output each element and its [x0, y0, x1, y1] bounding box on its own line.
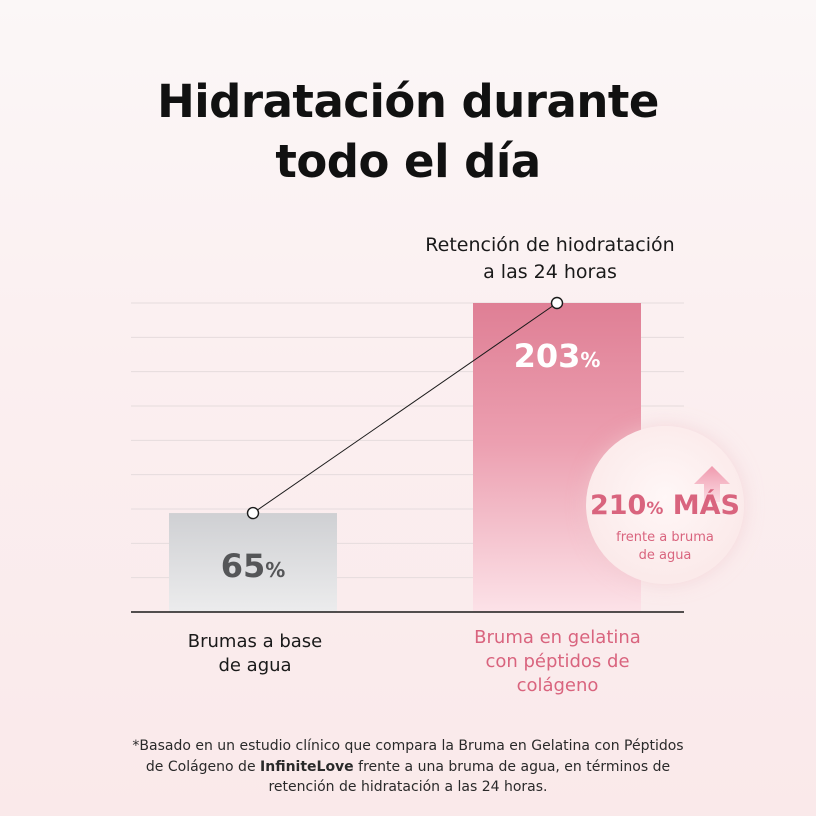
- callout-sub-line-2: de agua: [638, 548, 692, 563]
- footnote-brand: InfiniteLove: [260, 758, 354, 775]
- bar-1: [169, 513, 337, 612]
- callout-value: 210: [589, 490, 647, 521]
- connector-marker-1: [246, 506, 260, 520]
- x-label-gel-mist-line-1: Bruma en gelatina: [474, 627, 641, 648]
- x-label-gel-mist: Bruma en gelatina con péptidos de coláge…: [455, 626, 660, 698]
- bar-value-labels: 65% 203%: [221, 337, 601, 585]
- title-line-1: Hidratación durante: [157, 75, 659, 128]
- connector-marker-2: [550, 296, 564, 310]
- footnote: *Basado en un estudio clínico que compar…: [60, 736, 756, 798]
- x-label-water-mist-line-1: Brumas a base: [187, 631, 323, 652]
- callout-subtext: frente a bruma de agua: [586, 529, 744, 565]
- callout-word: MÁS: [672, 490, 741, 521]
- connector-line: [252, 302, 558, 514]
- title-line-2: todo el día: [275, 135, 541, 188]
- footnote-line-1: *Basado en un estudio clínico que compar…: [132, 738, 684, 754]
- callout-sub-line-1: frente a bruma: [616, 530, 714, 545]
- x-label-water-mist-line-2: de agua: [218, 655, 292, 676]
- subtitle-line-1: Retención de hiodratación: [425, 234, 675, 256]
- callout-unit: %: [646, 499, 664, 519]
- bar-value-label-2: 203%: [514, 337, 601, 375]
- x-label-gel-mist-line-3: colágeno: [516, 675, 599, 696]
- footnote-line-3: retención de hidratación a las 24 horas.: [268, 779, 548, 795]
- page-title: Hidratación durante todo el día: [0, 72, 816, 192]
- footnote-line-2-pre: de Colágeno de: [145, 758, 261, 775]
- subtitle-line-2: a las 24 horas: [483, 261, 617, 283]
- callout-headline: 210% MÁS: [586, 490, 744, 521]
- footnote-line-2: de Colágeno de InfiniteLove frente a una…: [60, 757, 756, 778]
- comparison-callout-bubble: [586, 426, 744, 584]
- footnote-line-2-post: frente a una bruma de agua, en términos …: [353, 758, 671, 775]
- connector-group: [246, 296, 564, 520]
- chart-subtitle: Retención de hiodratación a las 24 horas: [390, 232, 710, 286]
- bar-value-label-1: 65%: [221, 547, 286, 585]
- up-arrow-icon: [694, 466, 730, 502]
- x-label-water-mist: Brumas a base de agua: [160, 630, 350, 678]
- x-label-gel-mist-line-2: con péptidos de: [485, 651, 630, 672]
